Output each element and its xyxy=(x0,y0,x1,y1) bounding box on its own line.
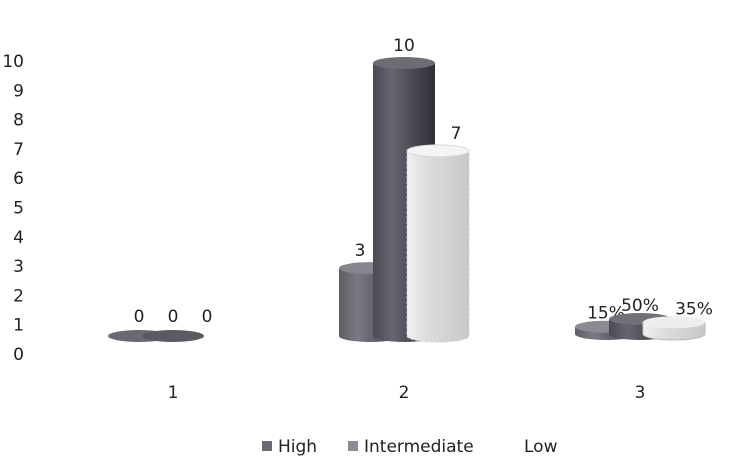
legend-label: Low xyxy=(524,437,558,457)
data-label: 50% xyxy=(621,296,659,316)
y-tick-label: 6 xyxy=(13,169,24,189)
legend-swatch xyxy=(348,441,358,451)
category-label: 3 xyxy=(635,383,646,403)
category-label: 2 xyxy=(399,383,410,403)
legend-label: Intermediate xyxy=(364,437,474,457)
y-tick-label: 2 xyxy=(13,286,24,306)
bar-cylinder xyxy=(406,150,470,343)
data-label: 0 xyxy=(202,307,213,327)
y-tick-label: 1 xyxy=(13,316,24,336)
y-tick-label: 0 xyxy=(13,345,24,365)
category-label: 1 xyxy=(168,383,179,403)
legend-label: High xyxy=(278,437,317,457)
data-label: 7 xyxy=(451,124,462,144)
y-tick-label: 8 xyxy=(13,111,24,131)
data-label: 3 xyxy=(355,241,366,261)
percent-disc-top xyxy=(643,316,705,329)
y-tick-label: 3 xyxy=(13,257,24,277)
y-tick-label: 4 xyxy=(13,228,24,248)
zero-bar-disc xyxy=(142,330,204,342)
legend-swatch xyxy=(262,441,272,451)
y-tick-label: 5 xyxy=(13,199,24,219)
bar-cylinder-top xyxy=(373,57,435,69)
bar-cylinder-top xyxy=(406,144,470,158)
y-tick-label: 7 xyxy=(13,140,24,160)
y-tick-label: 10 xyxy=(2,52,24,72)
data-label: 0 xyxy=(134,307,145,327)
data-label: 35% xyxy=(675,299,713,319)
data-label: 0 xyxy=(168,307,179,327)
data-label: 10 xyxy=(393,36,415,56)
y-tick-label: 9 xyxy=(13,81,24,101)
